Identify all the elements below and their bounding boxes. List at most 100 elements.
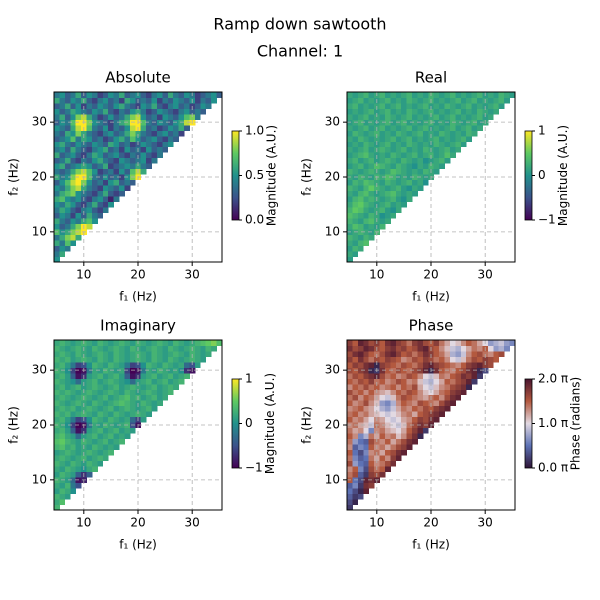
heatmap-cell: [363, 168, 370, 175]
x-axis-label: f₁ (Hz): [412, 538, 450, 552]
heatmap-cell: [75, 416, 82, 423]
heatmap-cell: [156, 361, 163, 368]
heatmap-cell: [216, 92, 223, 98]
heatmap-cell: [401, 157, 408, 164]
heatmap-cell: [162, 119, 169, 126]
heatmap-cell: [347, 460, 353, 467]
heatmap-cell: [390, 97, 397, 104]
heatmap-cell: [64, 455, 71, 462]
heatmap-cell: [477, 361, 483, 368]
heatmap-cell: [108, 350, 115, 357]
heatmap-cell: [64, 229, 71, 235]
heatmap-cell: [70, 113, 77, 120]
heatmap-cell: [113, 444, 120, 451]
heatmap-cell: [422, 427, 429, 434]
heatmap-cell: [347, 113, 353, 120]
heatmap-cell: [59, 135, 66, 142]
heatmap-cell: [363, 471, 370, 478]
heatmap-cell: [444, 400, 451, 407]
heatmap-cell: [162, 383, 169, 390]
heatmap-cell: [146, 119, 152, 126]
colorbar: [231, 130, 240, 221]
heatmap-cell: [86, 378, 93, 385]
colorbar: [524, 378, 533, 469]
heatmap-cell: [384, 449, 391, 456]
heatmap-cell: [374, 427, 380, 434]
heatmap-cell: [412, 146, 418, 153]
heatmap-cell: [64, 152, 71, 159]
heatmap-cell: [135, 383, 142, 390]
heatmap-cell: [379, 340, 386, 346]
heatmap-cell: [390, 146, 397, 153]
heatmap-cell: [124, 124, 131, 131]
heatmap-cell: [439, 97, 445, 104]
heatmap-cell: [347, 455, 353, 462]
heatmap-cell: [108, 394, 115, 401]
heatmap-cell: [146, 372, 152, 379]
heatmap-cell: [433, 383, 440, 390]
heatmap-cell: [113, 367, 120, 374]
heatmap-cell: [368, 471, 375, 478]
heatmap-cell: [54, 438, 60, 445]
heatmap-cell: [124, 405, 131, 412]
heatmap-cell: [439, 394, 445, 401]
heatmap-cell: [352, 361, 359, 368]
heatmap-cell: [368, 427, 375, 434]
heatmap-cell: [113, 345, 120, 352]
heatmap-cell: [455, 102, 462, 109]
heatmap-cell: [91, 163, 98, 170]
heatmap-cell: [357, 455, 364, 462]
heatmap-cell: [75, 146, 82, 153]
heatmap-cell: [135, 135, 142, 142]
heatmap-cell: [64, 350, 71, 357]
heatmap-cell: [449, 113, 456, 120]
heatmap-cell: [97, 174, 104, 181]
heatmap-cell: [498, 350, 505, 357]
heatmap-cell: [59, 207, 66, 214]
heatmap-cell: [460, 356, 467, 363]
heatmap-cell: [167, 119, 174, 126]
heatmap-cell: [395, 400, 402, 407]
heatmap-cell: [54, 185, 60, 192]
heatmap-cell: [64, 97, 71, 104]
heatmap-cell: [390, 130, 397, 137]
heatmap-cell: [184, 119, 190, 126]
heatmap-cell: [417, 378, 424, 385]
heatmap-cell: [401, 427, 408, 434]
heatmap-cell: [352, 207, 359, 214]
heatmap-cell: [75, 108, 82, 115]
heatmap-cell: [64, 383, 71, 390]
heatmap-cell: [119, 119, 125, 126]
heatmap-cell: [205, 102, 212, 109]
heatmap-cell: [75, 212, 82, 219]
heatmap-cell: [466, 372, 473, 379]
heatmap-cell: [412, 383, 418, 390]
heatmap-cell: [390, 361, 397, 368]
heatmap-cell: [167, 135, 174, 142]
heatmap-cell: [64, 146, 71, 153]
heatmap-cell: [156, 389, 163, 396]
heatmap-cell: [390, 179, 397, 186]
y-tick-label: 10: [325, 224, 340, 238]
heatmap-cell: [119, 422, 125, 429]
axes-title: Absolute: [105, 69, 171, 87]
x-axis-label: f₁ (Hz): [119, 290, 157, 304]
heatmap-cell: [352, 190, 359, 197]
heatmap-cell: [347, 482, 353, 489]
heatmap-cell: [390, 400, 397, 407]
heatmap-cell: [412, 389, 418, 396]
heatmap-cell: [91, 411, 98, 418]
heatmap-cell: [64, 433, 71, 440]
heatmap-cell: [498, 92, 505, 98]
heatmap-cell: [352, 460, 359, 467]
heatmap-cell: [412, 185, 418, 192]
heatmap-cell: [75, 234, 82, 241]
heatmap-cell: [135, 411, 142, 418]
heatmap-cell: [97, 411, 104, 418]
heatmap-cell: [482, 356, 489, 363]
y-tick-label: 10: [32, 224, 47, 238]
heatmap-cell: [395, 455, 402, 462]
heatmap-cell: [406, 130, 413, 137]
heatmap-cell: [401, 130, 408, 137]
heatmap-cell: [167, 356, 174, 363]
